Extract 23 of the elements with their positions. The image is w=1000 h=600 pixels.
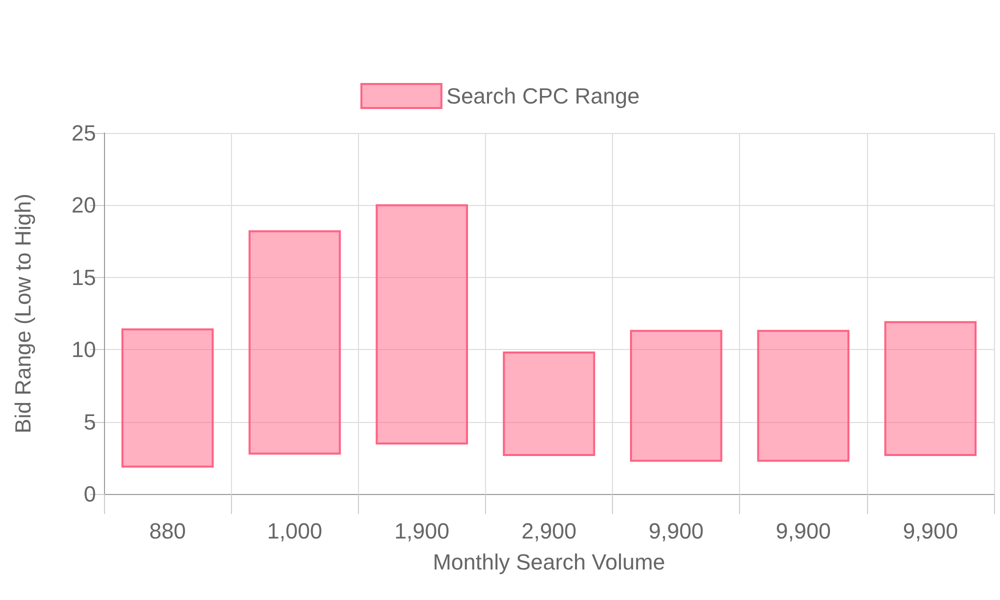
x-tick-label: 2,900 [521, 518, 577, 544]
x-tick-label: 9,900 [776, 518, 831, 544]
bar [376, 204, 468, 444]
y-tick-label: 5 [84, 409, 96, 434]
y-tick-label: 25 [72, 120, 96, 146]
bar [630, 330, 722, 462]
y-tick-label: 15 [72, 264, 96, 290]
x-tick-label: 1,900 [394, 518, 450, 544]
y-tick-label: 10 [72, 337, 96, 362]
legend-label: Search CPC Range [446, 84, 640, 108]
y-axis-title: Bid Range (Low to High) [10, 194, 36, 434]
x-axis-title: Monthly Search Volume [432, 550, 666, 574]
x-tick-label: 1,000 [267, 518, 322, 544]
x-tick-label: 9,900 [648, 518, 704, 544]
bar [121, 328, 214, 468]
bar [248, 230, 341, 455]
x-tick-label: 9,900 [902, 518, 958, 544]
bar [502, 351, 596, 456]
bar [757, 330, 850, 462]
y-tick-label: 20 [72, 192, 96, 218]
x-tick-label: 880 [149, 518, 186, 544]
y-tick-label: 0 [84, 482, 96, 506]
bar [884, 321, 977, 456]
